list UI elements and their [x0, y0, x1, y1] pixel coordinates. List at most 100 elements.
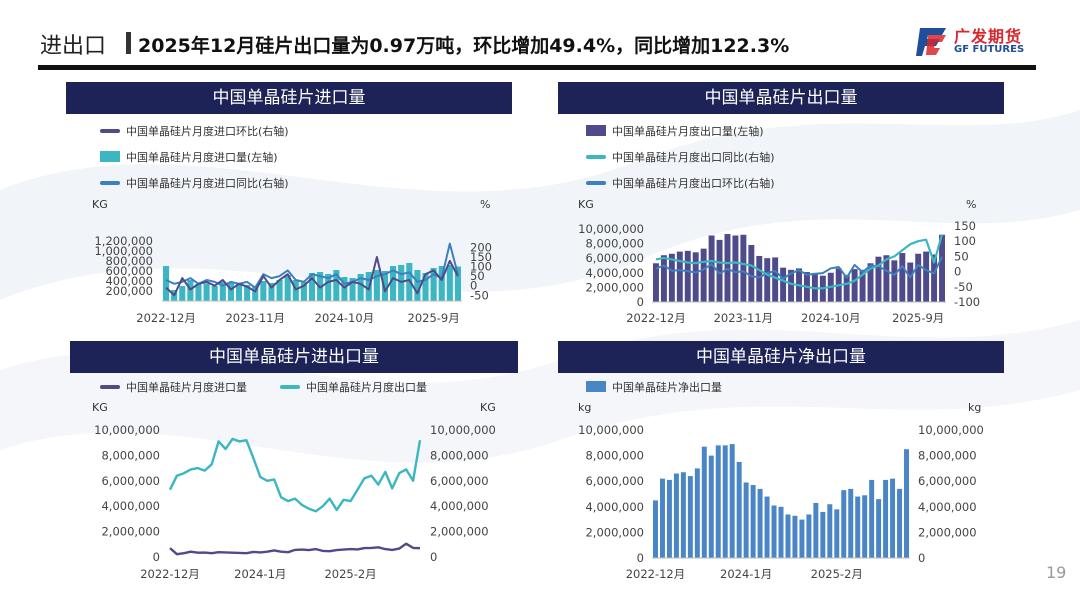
y-tick-right: 50: [954, 249, 969, 263]
bar-export-volume: [883, 255, 890, 302]
bar-net-export: [729, 444, 735, 558]
legend-import-mom-swatch: [100, 129, 120, 133]
panel-export: 中国单晶硅片出口量 中国单晶硅片月度出口量(左轴) 中国单晶硅片月度出口同比(右轴…: [540, 0, 1080, 330]
y-tick-right: 4,000,000: [918, 500, 977, 514]
logo-text-cn: 广发期货: [954, 27, 1023, 46]
x-tick: 2025-9月: [892, 311, 944, 325]
y-tick-right: 2,000,000: [430, 525, 489, 539]
x-tick: 2024-10月: [315, 311, 375, 325]
bar-export-volume: [931, 254, 938, 302]
bar-export-volume: [700, 248, 707, 302]
legend-export-swatch: [280, 385, 300, 389]
bar-net-export: [883, 479, 889, 558]
chart-title-import: 中国单晶硅片进口量: [66, 82, 512, 114]
bar-import-volume: [244, 285, 251, 301]
bar-export-volume: [676, 251, 683, 302]
bar-net-export: [736, 462, 742, 558]
bar-import-volume: [381, 271, 389, 301]
y-tick-left: 10,000,000: [94, 423, 160, 437]
bar-import-volume: [373, 270, 380, 301]
y-tick-right: 100: [954, 234, 976, 248]
chart-title-export: 中国单晶硅片出口量: [558, 82, 1004, 114]
x-tick: 2023-11月: [225, 311, 285, 325]
chart-export: 中国单晶硅片月度出口量(左轴) 中国单晶硅片月度出口同比(右轴) 中国单晶硅片月度出…: [578, 124, 980, 325]
bar-import-volume: [406, 263, 413, 301]
bar-net-export: [757, 488, 763, 558]
x-tick: 2024-10月: [801, 311, 861, 325]
axis-unit-left: kg: [578, 401, 591, 414]
chart-combined: 中国单晶硅片月度进口量 中国单晶硅片月度出口量 KG KG 10,000,000 10,0…: [92, 380, 496, 581]
y-tick-right: 10,000,000: [430, 423, 496, 437]
bar-net-export: [869, 479, 875, 558]
x-tick: 2022-12月: [626, 311, 686, 325]
bar-import-volume: [203, 283, 210, 301]
axis-unit-right: %: [966, 198, 976, 211]
y-tick-right: -50: [470, 288, 489, 302]
bar-export-volume: [772, 257, 779, 302]
bar-net-export: [708, 455, 714, 558]
axis-unit-left: KG: [92, 198, 108, 211]
y-tick-right: 0: [918, 551, 925, 565]
y-tick-left: 4,000,000: [101, 499, 160, 513]
line-export: [168, 437, 422, 513]
bar-import-volume: [276, 280, 283, 301]
legend-net-swatch: [586, 381, 606, 392]
y-tick-left: 0: [637, 551, 644, 565]
bar-net-export: [687, 476, 693, 558]
bar-export-volume: [939, 234, 945, 302]
y-tick-right: 8,000,000: [430, 448, 489, 462]
y-tick-left: 1,200,000: [94, 234, 153, 248]
bar-import-volume: [235, 284, 243, 301]
line-import: [169, 542, 421, 556]
company-logo: 广发期货 GF FUTURES: [916, 22, 1040, 62]
y-tick-right: -50: [954, 280, 973, 294]
chart-import: 中国单晶硅片月度进口环比(右轴) 中国单晶硅片月度进口量(左轴) 中国单晶硅片月度进…: [92, 124, 492, 325]
bar-import-volume: [211, 286, 218, 301]
legend-import-swatch: [100, 385, 120, 389]
bar-import-volume: [422, 273, 429, 301]
bar-export-volume: [764, 258, 771, 302]
bar-net-export: [694, 468, 700, 558]
bar-net-export: [764, 496, 770, 558]
bar-export-volume: [748, 245, 755, 302]
y-tick-right: 100: [470, 260, 492, 274]
y-tick-right: 2,000,000: [918, 525, 977, 539]
bar-import-volume: [300, 282, 307, 301]
y-tick-left: 8,000,000: [585, 237, 644, 251]
x-tick: 2022-12月: [626, 567, 686, 581]
y-tick-right: 10,000,000: [918, 423, 984, 437]
y-tick-right: 6,000,000: [430, 474, 489, 488]
x-tick: 2025-2月: [811, 567, 863, 581]
gf-logo-icon: [916, 28, 946, 56]
bar-export-volume: [716, 239, 723, 302]
panel-import: 中国单晶硅片进口量 中国单晶硅片月度进口环比(右轴) 中国单晶硅片月度进口量(左轴…: [0, 0, 540, 330]
chart-title-combined: 中国单晶硅片进出口量: [70, 341, 518, 373]
y-tick-right: 200: [470, 240, 492, 254]
y-tick-right: 8,000,000: [918, 449, 977, 463]
bar-export-volume: [660, 255, 667, 302]
y-tick-left: 1,000,000: [94, 244, 153, 258]
legend-import-mom: 中国单晶硅片月度进口环比(右轴): [126, 124, 289, 138]
bar-import-volume: [341, 277, 348, 301]
y-tick-right: 50: [470, 269, 485, 283]
line-import-mom: [165, 256, 459, 297]
bar-export-volume: [684, 250, 691, 302]
y-tick-right: 0: [470, 279, 477, 293]
bar-import-volume: [349, 278, 356, 301]
y-tick-left: 2,000,000: [585, 280, 644, 294]
y-tick-right: 0: [430, 550, 437, 564]
bar-net-export: [806, 514, 812, 558]
bar-net-export: [799, 519, 805, 558]
bar-net-export: [666, 479, 672, 558]
bar-import-volume: [187, 280, 194, 301]
panel-net: 中国单晶硅片净出口量 中国单晶硅片净出口量 kg kg 10,000,000 10,00…: [540, 330, 1080, 608]
bar-export-volume: [708, 235, 715, 302]
y-tick-left: 10,000,000: [578, 423, 644, 437]
bar-net-export: [722, 445, 728, 558]
y-tick-left: 8,000,000: [101, 448, 160, 462]
line-import-yoy: [165, 242, 459, 289]
bar-import-volume: [252, 286, 259, 301]
bar-export-volume: [875, 256, 882, 302]
legend-net: 中国单晶硅片净出口量: [612, 380, 722, 394]
bar-net-export: [862, 495, 868, 558]
